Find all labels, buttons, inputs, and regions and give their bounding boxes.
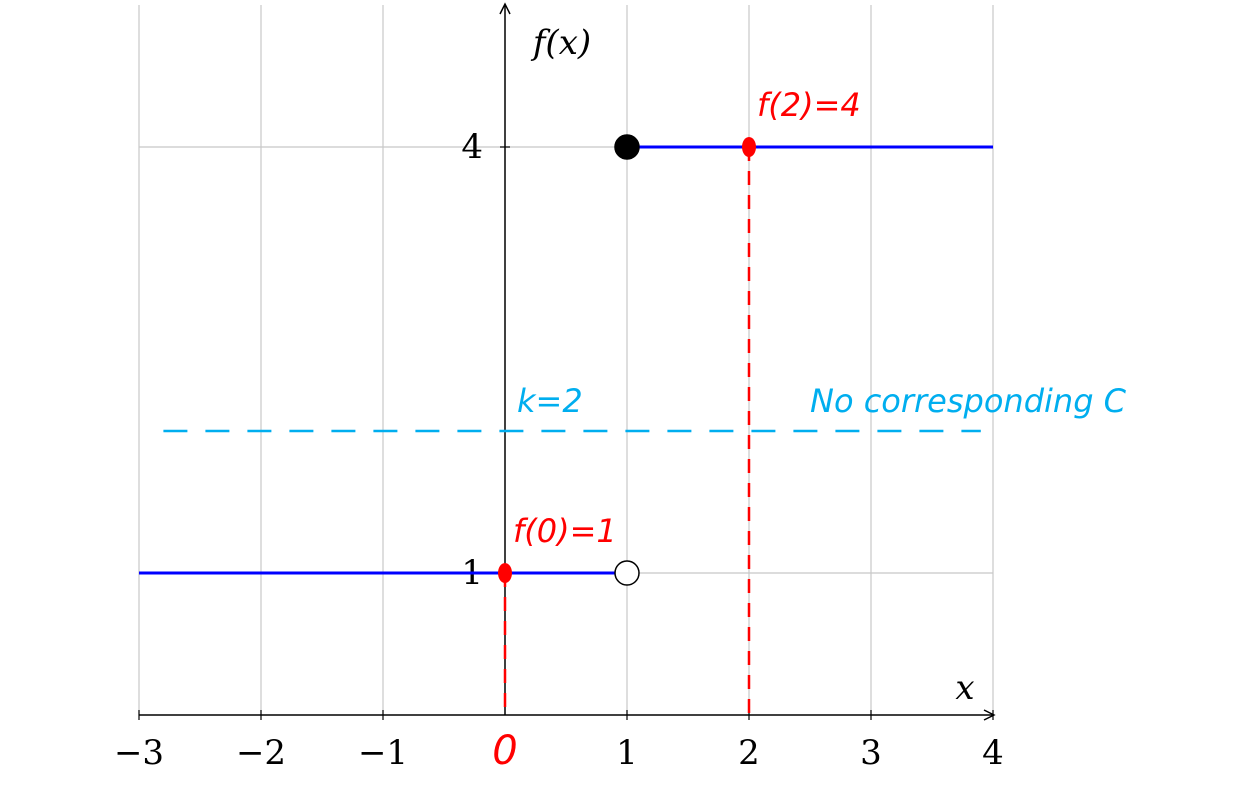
annotation-point bbox=[742, 137, 756, 157]
x-axis-arrow bbox=[983, 709, 996, 721]
x-tick-label: 4 bbox=[982, 733, 1004, 773]
y-axis-arrow bbox=[499, 2, 511, 15]
closed-endpoint bbox=[614, 134, 640, 160]
x-tick-label: 3 bbox=[860, 733, 882, 773]
y-tick-label: 4 bbox=[461, 127, 483, 167]
x-axis-label: x bbox=[955, 668, 974, 708]
annotation-point bbox=[498, 563, 512, 583]
level-note: No corresponding C bbox=[810, 382, 1127, 420]
y-axis-label: f(x) bbox=[530, 23, 591, 63]
annotation-label: f(2)=4 bbox=[757, 86, 861, 124]
open-endpoint bbox=[614, 560, 640, 586]
x-tick-label: 2 bbox=[738, 733, 760, 773]
x-tick-label: −3 bbox=[114, 733, 164, 773]
origin-annotation: 0 bbox=[492, 728, 517, 774]
x-tick-label: 1 bbox=[616, 733, 638, 773]
x-tick-label: −2 bbox=[236, 733, 286, 773]
x-tick-label: −1 bbox=[358, 733, 408, 773]
level-label: k=2 bbox=[517, 382, 583, 420]
annotation-label: f(0)=1 bbox=[513, 512, 617, 550]
